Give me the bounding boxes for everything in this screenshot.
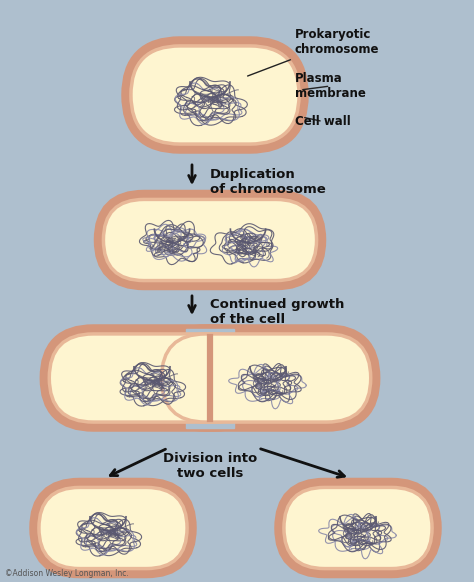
FancyBboxPatch shape: [162, 334, 371, 422]
FancyBboxPatch shape: [128, 42, 302, 147]
Text: Plasma
membrane: Plasma membrane: [295, 72, 366, 100]
FancyBboxPatch shape: [158, 331, 374, 425]
Text: Duplication
of chromosome: Duplication of chromosome: [210, 168, 326, 196]
FancyBboxPatch shape: [36, 484, 191, 572]
Text: Division into
two cells: Division into two cells: [163, 452, 257, 480]
Text: Continued growth
of the cell: Continued growth of the cell: [210, 298, 345, 326]
Text: Prokaryotic
chromosome: Prokaryotic chromosome: [247, 28, 380, 76]
FancyBboxPatch shape: [100, 196, 320, 284]
FancyBboxPatch shape: [103, 200, 317, 281]
Text: Cell wall: Cell wall: [295, 115, 351, 128]
FancyBboxPatch shape: [131, 46, 299, 144]
Text: ©Addison Wesley Longman, Inc.: ©Addison Wesley Longman, Inc.: [5, 569, 129, 578]
FancyBboxPatch shape: [49, 334, 258, 422]
FancyBboxPatch shape: [284, 487, 432, 569]
FancyBboxPatch shape: [281, 484, 436, 572]
FancyBboxPatch shape: [39, 487, 187, 569]
FancyBboxPatch shape: [46, 331, 262, 425]
Bar: [186, 328, 234, 428]
